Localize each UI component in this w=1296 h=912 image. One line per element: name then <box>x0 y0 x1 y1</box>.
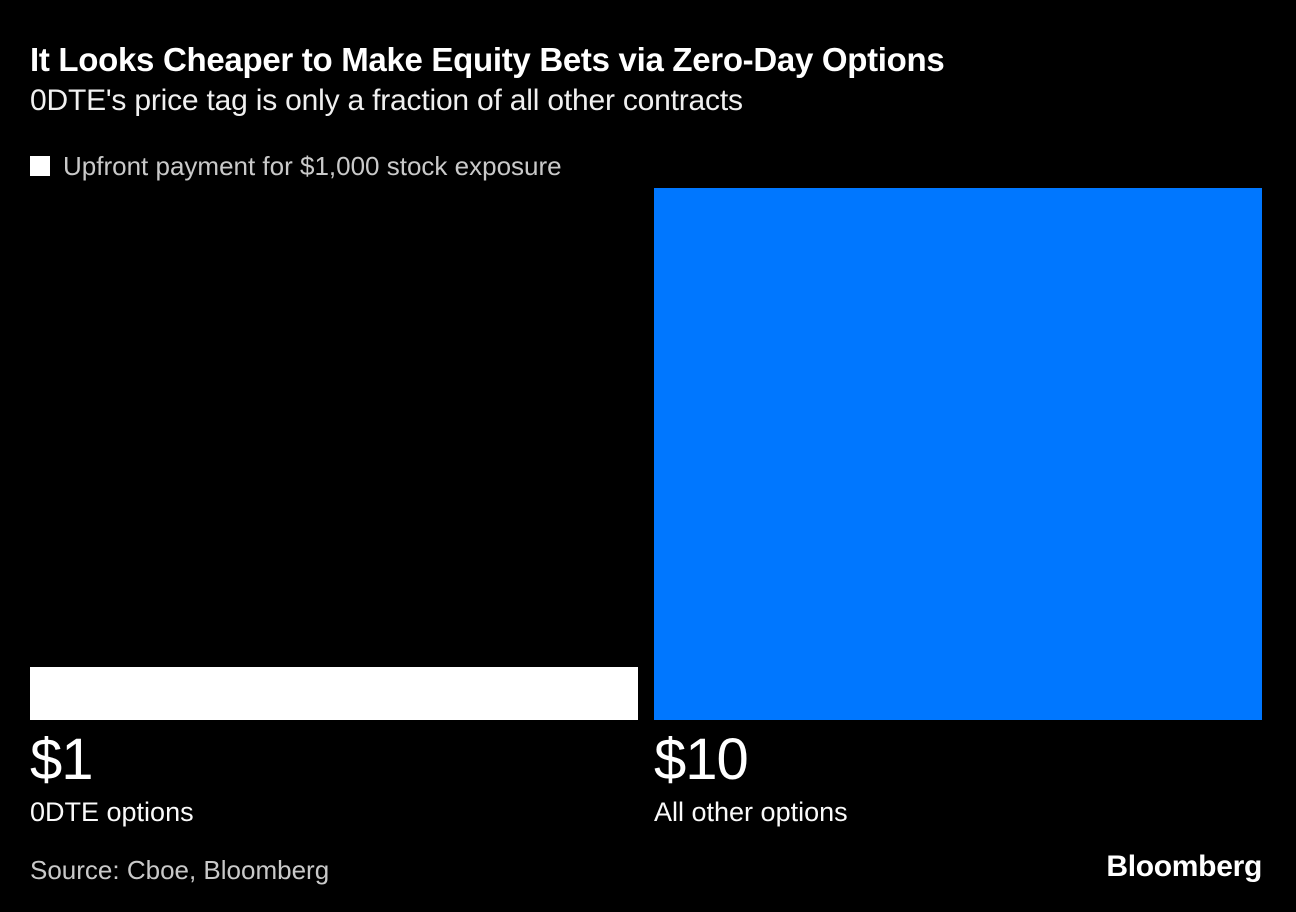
value-label-all-other: $10 <box>654 727 749 792</box>
bloomberg-logo: Bloomberg <box>1106 850 1262 883</box>
chart-title: It Looks Cheaper to Make Equity Bets via… <box>30 41 945 78</box>
bar-all-other-options <box>654 188 1262 720</box>
category-label-all-other: All other options <box>654 797 848 827</box>
legend-label: Upfront payment for $1,000 stock exposur… <box>63 151 562 181</box>
plot-area <box>30 188 1262 720</box>
source-note: Source: Cboe, Bloomberg <box>30 855 330 885</box>
bar-0dte-options <box>30 666 638 720</box>
value-label-0dte: $1 <box>30 727 94 792</box>
category-label-0dte: 0DTE options <box>30 797 194 827</box>
legend-swatch-icon <box>30 156 50 176</box>
chart-subtitle: 0DTE's price tag is only a fraction of a… <box>30 84 743 117</box>
legend: Upfront payment for $1,000 stock exposur… <box>30 151 562 181</box>
